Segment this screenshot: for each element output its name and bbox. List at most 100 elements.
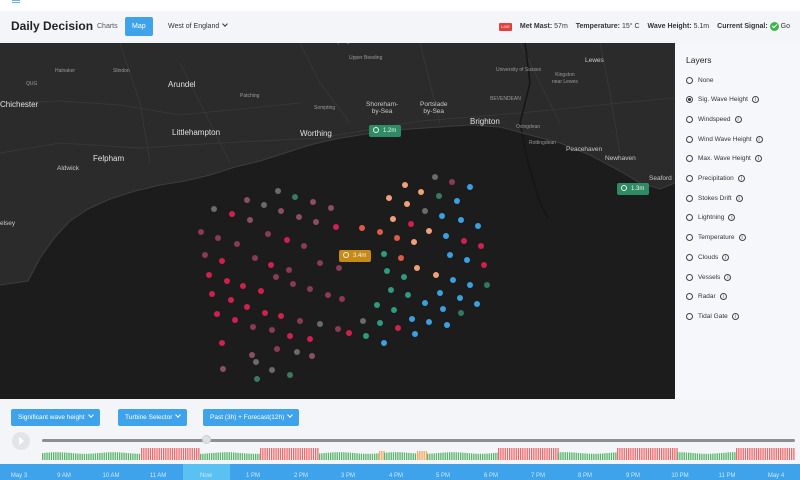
layer-option-lightning[interactable]: Lightning i xyxy=(686,212,736,224)
time-axis[interactable]: May 3 9 AM 10 AM 11 AM Now 1 PM 2 PM 3 PM 4 PM 5 … xyxy=(0,464,800,480)
turbine-marker[interactable] xyxy=(269,327,275,333)
turbine-marker[interactable] xyxy=(297,318,303,324)
layer-option-wind-wave-height[interactable]: Wind Wave Height i xyxy=(686,133,763,145)
turbine-marker[interactable] xyxy=(244,197,250,203)
turbine-marker[interactable] xyxy=(215,235,221,241)
radio-button[interactable] xyxy=(686,96,693,104)
turbine-marker[interactable] xyxy=(478,243,484,249)
turbine-marker[interactable] xyxy=(240,283,246,289)
radio-button[interactable] xyxy=(686,234,693,242)
turbine-marker[interactable] xyxy=(325,292,331,298)
turbine-marker[interactable] xyxy=(475,223,481,229)
turbine-marker[interactable] xyxy=(198,229,204,235)
layer-option-windspeed[interactable]: Windspeed i xyxy=(686,113,742,125)
turbine-marker[interactable] xyxy=(219,258,225,264)
info-icon[interactable]: i xyxy=(754,155,762,163)
turbine-marker[interactable] xyxy=(374,302,380,308)
turbine-marker[interactable] xyxy=(313,219,319,225)
turbine-marker[interactable] xyxy=(310,199,316,205)
turbine-marker[interactable] xyxy=(224,278,230,284)
turbine-marker[interactable] xyxy=(447,252,453,258)
turbine-marker[interactable] xyxy=(211,206,217,212)
turbine-marker[interactable] xyxy=(253,359,259,365)
turbine-marker[interactable] xyxy=(209,291,215,297)
turbine-marker[interactable] xyxy=(265,231,271,237)
layer-option-precipitation[interactable]: Precipitation i xyxy=(686,173,745,185)
turbine-marker[interactable] xyxy=(219,340,225,346)
turbine-marker[interactable] xyxy=(426,319,432,325)
turbine-marker[interactable] xyxy=(418,189,424,195)
turbine-marker[interactable] xyxy=(247,217,253,223)
turbine-marker[interactable] xyxy=(294,349,300,355)
turbine-marker[interactable] xyxy=(202,252,208,258)
turbine-marker[interactable] xyxy=(405,292,411,298)
turbine-marker[interactable] xyxy=(481,262,487,268)
info-icon[interactable]: i xyxy=(731,312,739,320)
turbine-marker[interactable] xyxy=(296,214,302,220)
turbine-marker[interactable] xyxy=(309,353,315,359)
info-icon[interactable]: i xyxy=(735,194,743,202)
turbine-marker[interactable] xyxy=(278,208,284,214)
turbine-marker[interactable] xyxy=(363,333,369,339)
turbine-marker[interactable] xyxy=(437,290,443,296)
play-button[interactable] xyxy=(12,432,30,450)
turbine-marker[interactable] xyxy=(220,366,226,372)
turbine-marker[interactable] xyxy=(484,282,490,288)
layer-option-radar[interactable]: Radar i xyxy=(686,291,727,303)
turbine-marker[interactable] xyxy=(458,310,464,316)
turbine-marker[interactable] xyxy=(474,301,480,307)
turbine-marker[interactable] xyxy=(229,211,235,217)
turbine-marker[interactable] xyxy=(395,325,401,331)
turbine-marker[interactable] xyxy=(449,179,455,185)
turbine-marker[interactable] xyxy=(359,225,365,231)
turbine-marker[interactable] xyxy=(286,267,292,273)
turbine-marker[interactable] xyxy=(444,322,450,328)
turbine-selector-dropdown[interactable]: Turbine Selector xyxy=(118,409,188,426)
turbine-marker[interactable] xyxy=(394,235,400,241)
turbine-marker[interactable] xyxy=(287,333,293,339)
info-icon[interactable]: i xyxy=(724,273,732,281)
layer-option-max-wave-height[interactable]: Max. Wave Height i xyxy=(686,153,762,165)
radio-button[interactable] xyxy=(686,155,693,163)
metric-dropdown[interactable]: Significant wave height xyxy=(11,409,100,426)
turbine-marker[interactable] xyxy=(301,243,307,249)
radio-button[interactable] xyxy=(686,115,693,123)
radio-button[interactable] xyxy=(686,194,693,202)
turbine-marker[interactable] xyxy=(388,287,394,293)
turbine-marker[interactable] xyxy=(214,311,220,317)
turbine-marker[interactable] xyxy=(346,330,352,336)
tab-map[interactable]: Map xyxy=(125,17,153,36)
turbine-marker[interactable] xyxy=(335,326,341,332)
region-dropdown[interactable]: West of England xyxy=(168,17,229,36)
turbine-marker[interactable] xyxy=(275,188,281,194)
turbine-marker[interactable] xyxy=(336,265,342,271)
turbine-marker[interactable] xyxy=(268,262,274,268)
turbine-marker[interactable] xyxy=(384,268,390,274)
radio-button[interactable] xyxy=(686,214,693,222)
turbine-marker[interactable] xyxy=(461,238,467,244)
turbine-marker[interactable] xyxy=(339,296,345,302)
turbine-marker[interactable] xyxy=(287,372,293,378)
radio-button[interactable] xyxy=(686,135,693,143)
turbine-marker[interactable] xyxy=(450,277,456,283)
turbine-marker[interactable] xyxy=(408,221,414,227)
turbine-marker[interactable] xyxy=(317,260,323,266)
menu-icon[interactable] xyxy=(12,0,20,5)
turbine-marker[interactable] xyxy=(228,297,234,303)
turbine-marker[interactable] xyxy=(404,201,410,207)
turbine-marker[interactable] xyxy=(390,216,396,222)
turbine-marker[interactable] xyxy=(457,295,463,301)
turbine-marker[interactable] xyxy=(292,194,298,200)
radio-button[interactable] xyxy=(686,175,693,182)
turbine-marker[interactable] xyxy=(411,239,417,245)
turbine-marker[interactable] xyxy=(458,217,464,223)
turbine-marker[interactable] xyxy=(443,233,449,239)
turbine-marker[interactable] xyxy=(317,321,323,327)
layer-option-temperature[interactable]: Temperature i xyxy=(686,232,746,244)
turbine-marker[interactable] xyxy=(426,228,432,234)
turbine-marker[interactable] xyxy=(381,340,387,346)
layer-option-tidal-gate[interactable]: Tidal Gate i xyxy=(686,310,739,322)
turbine-marker[interactable] xyxy=(290,281,296,287)
turbine-marker[interactable] xyxy=(254,376,260,382)
turbine-marker[interactable] xyxy=(284,237,290,243)
